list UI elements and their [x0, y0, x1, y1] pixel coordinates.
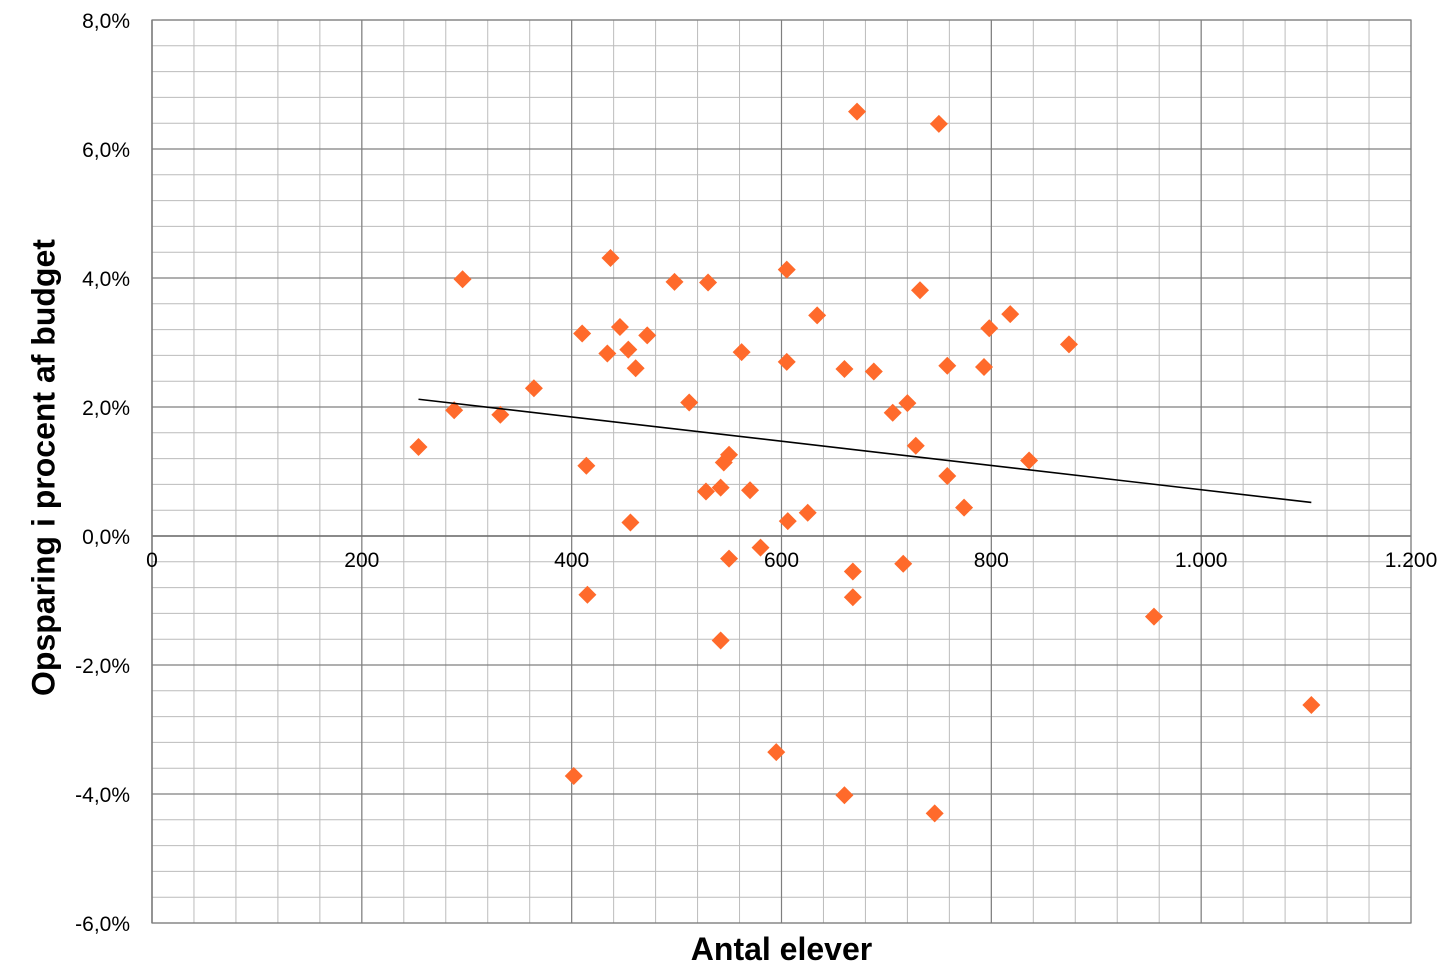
data-point	[848, 102, 867, 121]
data-point	[720, 549, 739, 568]
data-point	[767, 743, 786, 762]
data-point	[741, 481, 760, 500]
y-tick-label: -2,0%	[75, 655, 130, 678]
data-point	[621, 513, 640, 532]
data-point	[1059, 335, 1078, 354]
data-point	[843, 562, 862, 581]
data-point	[798, 503, 817, 522]
y-tick-label: 8,0%	[82, 10, 130, 33]
data-point	[777, 260, 796, 279]
plot-area-border	[151, 19, 1412, 924]
data-point	[711, 478, 730, 497]
data-point	[453, 270, 472, 289]
x-tick-label: 400	[554, 549, 589, 572]
data-point	[938, 467, 957, 486]
data-point	[898, 394, 917, 413]
x-axis-title: Antal elever	[691, 931, 872, 967]
y-tick-label: 2,0%	[82, 397, 130, 420]
data-point	[955, 498, 974, 517]
data-point	[1020, 451, 1039, 470]
data-point	[598, 344, 617, 363]
data-point	[929, 114, 948, 133]
data-point	[894, 554, 913, 573]
data-point	[445, 401, 464, 420]
data-point	[680, 393, 699, 412]
data-point	[577, 456, 596, 475]
data-point	[906, 436, 925, 455]
data-point	[777, 352, 796, 371]
data-point	[578, 585, 597, 604]
data-point	[808, 306, 827, 325]
data-point	[864, 362, 883, 381]
x-tick-label: 0	[146, 549, 158, 572]
data-point	[610, 318, 629, 337]
data-point	[619, 340, 638, 359]
data-point	[573, 324, 592, 343]
data-point	[1001, 305, 1020, 324]
data-point	[601, 249, 620, 268]
data-point	[778, 512, 797, 531]
y-tick-label: 6,0%	[82, 139, 130, 162]
data-point	[491, 405, 510, 424]
y-tick-label: -6,0%	[75, 913, 130, 936]
data-point	[974, 358, 993, 377]
data-point	[835, 786, 854, 805]
x-tick-label: 1.000	[1175, 549, 1228, 572]
data-point	[711, 631, 730, 650]
y-axis-tick-labels: -6,0% -4,0% -2,0% 0,0% 2,0% 4,0% 6,0% 8,0%	[75, 10, 130, 936]
data-point	[638, 326, 657, 345]
x-tick-label: 200	[344, 549, 379, 572]
x-tick-label: 1.200	[1385, 549, 1438, 572]
data-point	[626, 359, 645, 378]
data-point	[720, 445, 739, 464]
data-point	[925, 804, 944, 823]
data-point	[699, 273, 718, 292]
data-point	[564, 766, 583, 785]
data-point	[980, 319, 999, 338]
data-point	[696, 482, 715, 501]
x-axis-tick-labels: 0 200 400 600 800 1.000 1.200	[146, 549, 1437, 572]
y-axis-title: Opsparing i procent af budget	[25, 239, 61, 696]
data-point	[409, 437, 428, 456]
data-point	[835, 359, 854, 378]
data-point	[1144, 607, 1163, 626]
data-point	[938, 356, 957, 375]
data-point	[843, 588, 862, 607]
data-point	[910, 281, 929, 300]
data-point	[732, 343, 751, 362]
x-tick-label: 800	[974, 549, 1009, 572]
y-tick-label: 0,0%	[82, 526, 130, 549]
data-point	[1302, 695, 1321, 714]
data-point	[665, 272, 684, 291]
x-tick-label: 600	[764, 549, 799, 572]
data-point	[751, 538, 770, 557]
data-points	[409, 102, 1321, 823]
y-tick-label: -4,0%	[75, 784, 130, 807]
trendline	[418, 398, 1312, 504]
data-point	[524, 379, 543, 398]
major-gridlines	[151, 19, 1412, 924]
y-tick-label: 4,0%	[82, 268, 130, 291]
data-point	[883, 403, 902, 422]
